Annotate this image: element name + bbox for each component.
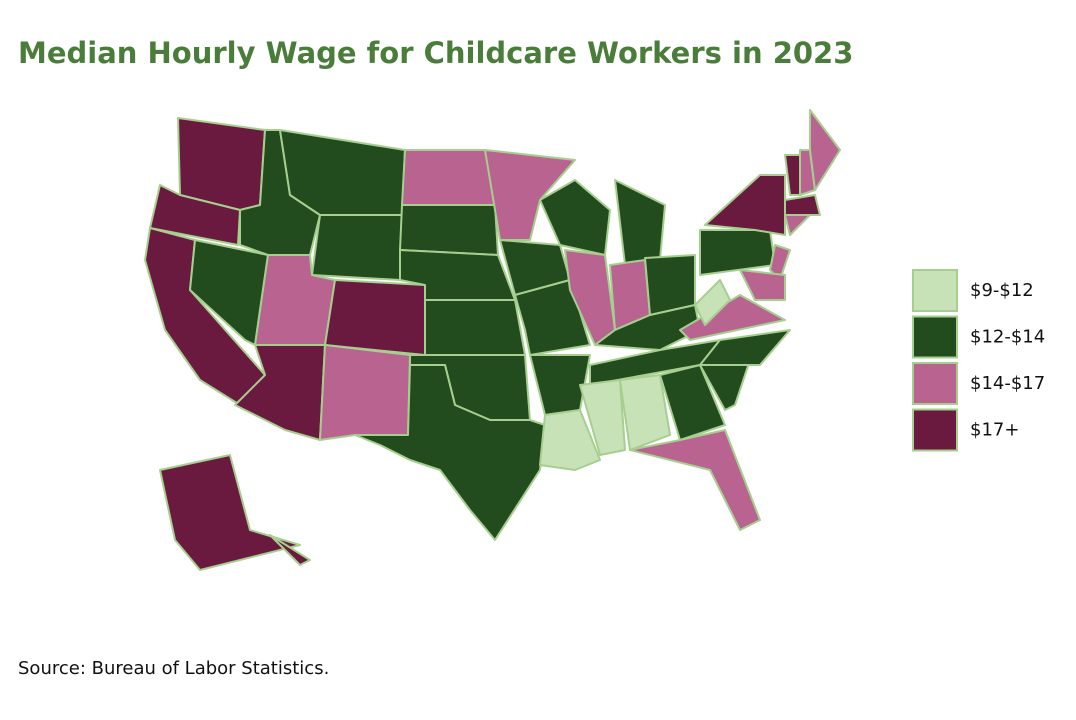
state <box>699 329 791 366</box>
state <box>324 279 426 356</box>
legend-label: $17+ <box>970 420 1019 441</box>
state <box>539 179 611 256</box>
state <box>484 149 576 241</box>
state <box>784 214 811 236</box>
state <box>629 429 761 531</box>
us-map <box>144 109 841 571</box>
state <box>784 194 821 216</box>
legend-swatch <box>912 362 958 405</box>
title: Median Hourly Wage for Childcare Workers… <box>18 36 853 70</box>
state <box>739 269 786 301</box>
legend-swatch <box>912 408 958 452</box>
state <box>177 117 266 211</box>
legend-swatch <box>912 315 958 359</box>
legend-label: $12-$14 <box>970 327 1045 348</box>
state <box>514 279 591 356</box>
state <box>539 409 601 471</box>
state <box>424 299 526 356</box>
state <box>784 154 801 196</box>
state <box>579 379 626 456</box>
state <box>694 279 731 326</box>
source: Source: Bureau of Labor Statistics. <box>18 658 329 679</box>
state <box>159 454 301 571</box>
state <box>399 204 499 256</box>
state <box>354 364 546 541</box>
state <box>659 364 726 441</box>
legend-label: $14-$17 <box>970 373 1045 394</box>
legend-swatch <box>912 269 958 312</box>
state <box>699 229 776 276</box>
legend: $9-$12 $12-$14 $14-$17 $17+ <box>912 269 1045 452</box>
state <box>311 214 403 281</box>
state <box>269 534 311 566</box>
state <box>619 374 671 451</box>
state <box>401 149 496 206</box>
legend-label: $9-$12 <box>970 280 1034 301</box>
state <box>319 344 411 441</box>
state <box>614 179 666 266</box>
state <box>704 174 786 236</box>
state <box>809 109 841 191</box>
state <box>189 239 269 346</box>
